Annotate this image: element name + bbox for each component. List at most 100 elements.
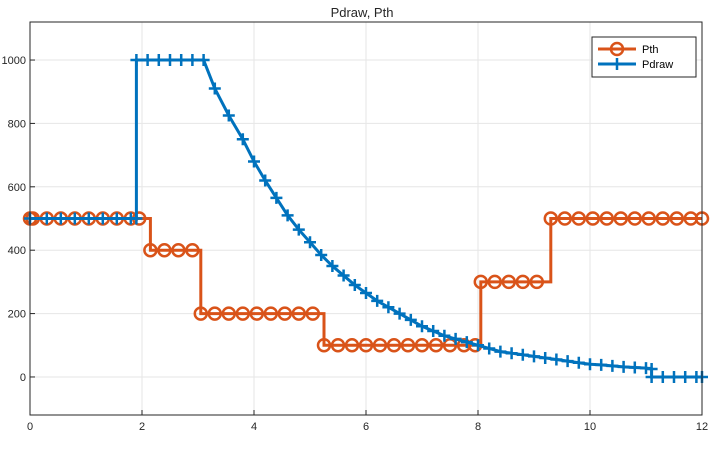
data-point-pdraw (679, 370, 692, 383)
data-point-pth (193, 306, 209, 321)
data-point-pdraw (337, 269, 350, 282)
data-point-pdraw (404, 313, 417, 326)
data-point-pdraw (628, 361, 641, 374)
data-point-pdraw (130, 212, 143, 225)
data-point-pdraw (315, 248, 328, 261)
y-tick-label: 0 (20, 372, 26, 384)
legend-box (591, 36, 697, 78)
axes: 0 2 4 6 8 10 12 0 200 400 600 800 1000 (2, 21, 710, 433)
data-point-pth (543, 211, 559, 226)
data-point-pdraw (460, 336, 473, 349)
data-point-pth (585, 211, 601, 226)
data-point-pdraw (82, 212, 95, 225)
data-point-pdraw (54, 212, 67, 225)
legend: Pth Pdraw (591, 36, 697, 78)
ticks: 0 2 4 6 8 10 12 0 200 400 600 800 1000 (2, 55, 709, 433)
data-point-pdraw (449, 332, 462, 345)
data-point-pdraw (248, 155, 260, 168)
data-point-pth (487, 274, 503, 290)
data-point-pth (627, 211, 643, 226)
data-point-pdraw (606, 359, 619, 372)
data-point-pdraw (96, 212, 109, 225)
y-tick-label: 400 (8, 245, 26, 257)
data-point-pdraw (326, 260, 339, 273)
data-point-pdraw (197, 54, 210, 67)
data-point-pdraw (393, 307, 406, 320)
data-point-pth (316, 338, 332, 353)
legend-marker-pth (609, 41, 625, 57)
data-point-pth (185, 242, 200, 258)
data-point-pth (372, 338, 388, 353)
y-tick-label: 1000 (2, 55, 26, 67)
data-point-pth (613, 211, 629, 226)
data-point-pth (221, 306, 237, 321)
legend-label-pdraw: Pdraw (642, 59, 673, 71)
data-point-pth (263, 306, 279, 321)
data-point-pdraw (360, 286, 372, 299)
data-point-pdraw (550, 353, 563, 366)
y-tick-label: 800 (8, 118, 26, 130)
data-point-pth (171, 242, 186, 258)
data-point-pth (358, 338, 374, 353)
x-tick-label: 4 (251, 421, 257, 433)
x-tick-label: 8 (475, 421, 481, 433)
data-point-pth (655, 211, 671, 226)
data-point-pdraw (40, 212, 53, 225)
data-point-pdraw (472, 339, 484, 352)
data-point-pth (571, 211, 587, 226)
data-point-pdraw (281, 209, 294, 222)
data-point-pdraw (561, 355, 574, 368)
data-point-pdraw (645, 370, 658, 383)
data-point-pdraw (130, 54, 143, 67)
data-point-pdraw (236, 133, 249, 146)
data-point-pdraw (572, 356, 585, 369)
data-point-pdraw (141, 54, 154, 67)
data-point-pdraw (528, 350, 540, 363)
data-point-pth (557, 211, 573, 226)
legend-label-pth: Pth (642, 44, 659, 56)
data-point-pdraw (110, 212, 123, 225)
data-point-pth (249, 306, 265, 321)
data-point-pth (207, 306, 223, 321)
data-point-pdraw (416, 320, 428, 333)
data-point-pdraw (516, 348, 529, 361)
data-point-pth (143, 242, 158, 258)
y-tick-label: 600 (8, 182, 26, 194)
data-point-pdraw (175, 54, 188, 67)
data-point-pdraw (483, 342, 496, 355)
data-point-pdraw (617, 360, 630, 373)
x-tick-label: 12 (696, 421, 708, 433)
y-tick-label: 200 (8, 309, 26, 321)
data-point-pdraw (304, 236, 316, 249)
x-tick-label: 6 (363, 421, 369, 433)
data-point-pth (277, 306, 293, 321)
data-point-pth (330, 338, 346, 353)
data-point-pdraw (270, 191, 283, 204)
chart-title: Pdraw, Pth (331, 5, 394, 20)
data-point-pdraw (222, 109, 235, 122)
data-point-pth (529, 274, 545, 290)
data-point-pth (599, 211, 615, 226)
data-point-pdraw (494, 345, 507, 358)
data-point-pdraw (371, 294, 384, 307)
x-tick-label: 2 (139, 421, 145, 433)
data-point-pth (669, 211, 685, 226)
data-point-pth (641, 211, 657, 226)
data-point-pth (515, 274, 531, 290)
data-point-pth (400, 338, 416, 353)
data-point-pdraw (186, 54, 199, 67)
x-tick-label: 10 (584, 421, 596, 433)
data-point-pth (344, 338, 360, 353)
data-point-pth (473, 274, 489, 290)
data-point-pdraw (164, 54, 176, 67)
data-point-pth (235, 306, 251, 321)
data-point-pdraw (668, 370, 680, 383)
series-line-pth (30, 217, 702, 347)
data-point-pdraw (382, 301, 395, 314)
data-point-pth (386, 338, 402, 353)
data-point-pth (414, 338, 430, 353)
series-layer (22, 54, 710, 383)
data-point-pdraw (595, 358, 608, 371)
data-point-pdraw (152, 54, 165, 67)
data-point-pdraw (68, 212, 81, 225)
